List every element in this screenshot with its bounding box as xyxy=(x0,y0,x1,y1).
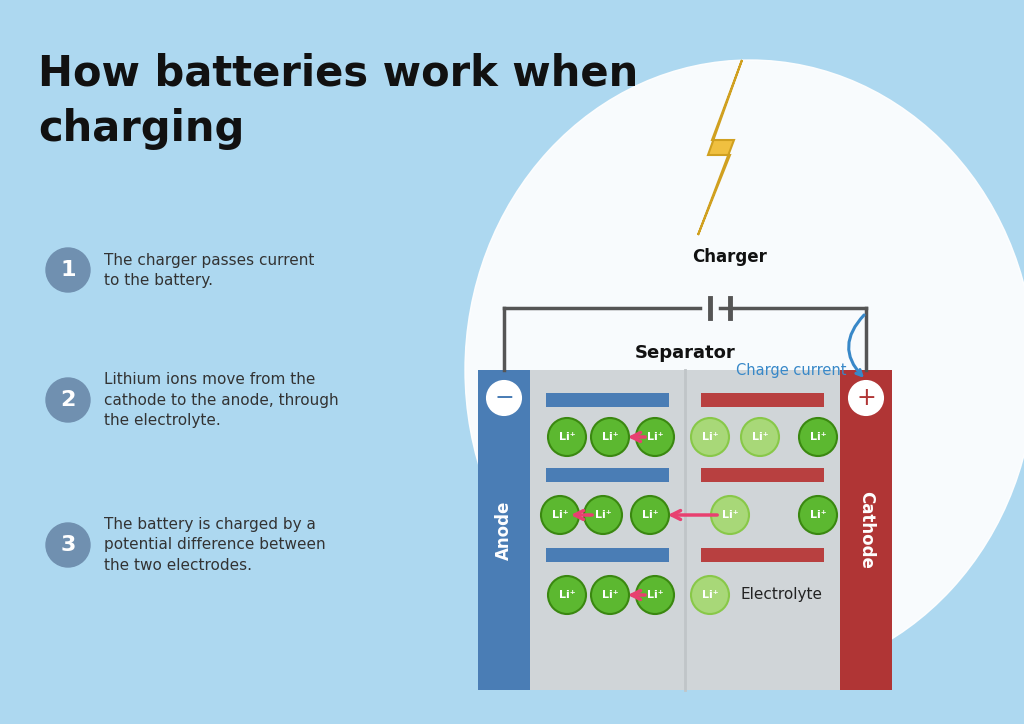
FancyBboxPatch shape xyxy=(530,370,840,690)
Circle shape xyxy=(631,496,669,534)
Circle shape xyxy=(711,496,749,534)
Text: Li⁺: Li⁺ xyxy=(647,432,664,442)
Text: Li⁺: Li⁺ xyxy=(552,510,568,520)
Circle shape xyxy=(584,496,622,534)
Circle shape xyxy=(548,418,586,456)
Text: Lithium ions move from the: Lithium ions move from the xyxy=(104,373,315,387)
Text: charging: charging xyxy=(38,108,245,150)
FancyBboxPatch shape xyxy=(701,393,824,407)
Circle shape xyxy=(636,418,674,456)
Circle shape xyxy=(691,418,729,456)
Text: Li⁺: Li⁺ xyxy=(810,510,826,520)
Text: Li⁺: Li⁺ xyxy=(559,432,575,442)
Text: Charge current: Charge current xyxy=(735,363,846,378)
Polygon shape xyxy=(698,60,742,235)
Text: potential difference between: potential difference between xyxy=(104,537,326,552)
Text: cathode to the anode, through: cathode to the anode, through xyxy=(104,392,339,408)
Circle shape xyxy=(799,418,837,456)
Circle shape xyxy=(636,576,674,614)
FancyBboxPatch shape xyxy=(546,548,669,562)
Text: The battery is charged by a: The battery is charged by a xyxy=(104,518,315,532)
Text: How batteries work when: How batteries work when xyxy=(38,52,638,94)
Circle shape xyxy=(46,523,90,567)
Text: +: + xyxy=(856,386,876,410)
Text: to the battery.: to the battery. xyxy=(104,272,213,287)
Text: Charger: Charger xyxy=(692,248,767,266)
Circle shape xyxy=(46,248,90,292)
FancyBboxPatch shape xyxy=(701,548,824,562)
FancyBboxPatch shape xyxy=(701,468,824,482)
Text: Separator: Separator xyxy=(635,344,735,362)
Circle shape xyxy=(541,496,579,534)
Circle shape xyxy=(691,576,729,614)
Text: Li⁺: Li⁺ xyxy=(595,510,611,520)
Text: The charger passes current: The charger passes current xyxy=(104,253,314,267)
Text: 1: 1 xyxy=(60,260,76,280)
Text: Electrolyte: Electrolyte xyxy=(740,587,822,602)
Text: Li⁺: Li⁺ xyxy=(722,510,738,520)
Circle shape xyxy=(799,496,837,534)
Text: Li⁺: Li⁺ xyxy=(602,432,618,442)
Text: Li⁺: Li⁺ xyxy=(642,510,658,520)
FancyBboxPatch shape xyxy=(478,370,530,690)
Circle shape xyxy=(741,418,779,456)
FancyBboxPatch shape xyxy=(546,468,669,482)
Text: Anode: Anode xyxy=(495,500,513,560)
Text: Li⁺: Li⁺ xyxy=(701,432,718,442)
Text: 2: 2 xyxy=(60,390,76,410)
Circle shape xyxy=(591,418,629,456)
Text: Li⁺: Li⁺ xyxy=(752,432,768,442)
Circle shape xyxy=(487,381,521,415)
Circle shape xyxy=(46,378,90,422)
Text: Li⁺: Li⁺ xyxy=(647,590,664,600)
FancyBboxPatch shape xyxy=(840,370,892,690)
Ellipse shape xyxy=(465,60,1024,680)
Circle shape xyxy=(591,576,629,614)
Text: 3: 3 xyxy=(60,535,76,555)
Text: Li⁺: Li⁺ xyxy=(701,590,718,600)
Text: the two electrodes.: the two electrodes. xyxy=(104,557,252,573)
Text: Cathode: Cathode xyxy=(857,491,874,569)
Circle shape xyxy=(849,381,883,415)
Text: Li⁺: Li⁺ xyxy=(602,590,618,600)
Text: the electrolyte.: the electrolyte. xyxy=(104,413,221,427)
FancyBboxPatch shape xyxy=(546,393,669,407)
Text: −: − xyxy=(495,386,514,410)
Text: Li⁺: Li⁺ xyxy=(810,432,826,442)
Circle shape xyxy=(548,576,586,614)
Text: Li⁺: Li⁺ xyxy=(559,590,575,600)
